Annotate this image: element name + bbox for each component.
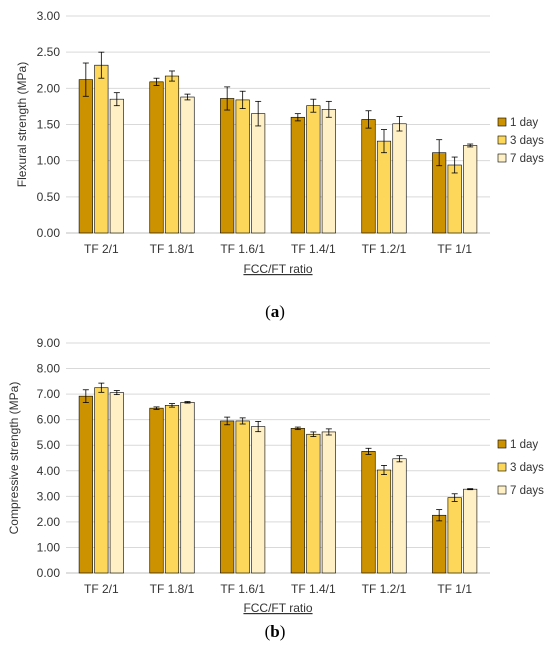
chart-compressive-strength: 0.00 1.00 2.00 3.00 4.00 5.00 6.00 7.00 8.00 9.00… <box>7 336 544 641</box>
legend: 1 day 3 days 7 days <box>497 439 544 497</box>
bar <box>164 75 180 234</box>
bar <box>149 81 164 234</box>
bar <box>463 145 478 234</box>
bar <box>321 431 336 574</box>
legend-swatch <box>497 485 507 495</box>
legend-swatch <box>497 153 507 163</box>
bar <box>392 458 407 574</box>
y-tick-label: 2.50 <box>37 45 61 59</box>
x-tick-label: TF 1.6/1 <box>220 242 265 256</box>
bar <box>94 387 109 574</box>
bar <box>321 109 336 234</box>
legend-swatch <box>497 117 507 127</box>
bar <box>306 105 321 234</box>
bar <box>290 116 305 234</box>
x-axis-title: FCC/FT ratio <box>243 601 312 615</box>
x-tick-label: TF 2/1 <box>84 582 119 596</box>
panel-label: (a) <box>265 302 285 321</box>
legend: 1 day 3 days 7 days <box>497 117 544 165</box>
legend-label: 7 days <box>510 153 544 165</box>
x-tick-label: TF 1/1 <box>437 242 472 256</box>
y-tick-label: 0.50 <box>37 190 61 204</box>
bar <box>109 98 124 234</box>
x-axis-title: FCC/FT ratio <box>243 262 312 276</box>
bar <box>94 64 109 234</box>
x-tick-label: TF 1.4/1 <box>291 582 336 596</box>
x-tick-label: TF 1.2/1 <box>362 242 407 256</box>
bar <box>235 99 250 234</box>
bar <box>290 428 305 574</box>
bar <box>180 401 195 574</box>
bar <box>376 140 392 234</box>
bar <box>432 514 447 574</box>
y-tick-label: 1.00 <box>37 154 61 168</box>
y-tick-label: 1.50 <box>37 118 61 132</box>
bar <box>220 420 235 574</box>
bar <box>164 405 180 574</box>
x-tick-label: TF 2/1 <box>84 242 119 256</box>
x-tick-label: TF 1.6/1 <box>220 582 265 596</box>
legend-label: 3 days <box>510 135 544 147</box>
bar <box>463 488 478 574</box>
x-tick-label: TF 1.8/1 <box>150 582 195 596</box>
legend-label: 1 day <box>510 439 538 451</box>
bar <box>109 392 124 574</box>
x-tick-label: TF 1/1 <box>437 582 472 596</box>
y-axis-title: Compressive strength (MPa) <box>7 382 21 535</box>
bar <box>78 395 93 574</box>
y-tick-label: 7.00 <box>37 387 61 401</box>
bar <box>220 98 235 234</box>
y-tick-label: 4.00 <box>37 464 61 478</box>
y-tick-label: 3.00 <box>37 489 61 503</box>
bar <box>78 79 93 234</box>
panel-label: (b) <box>265 622 286 641</box>
legend-swatch <box>497 439 507 449</box>
bar <box>361 119 376 234</box>
y-tick-label: 2.00 <box>37 81 61 95</box>
y-tick-label: 2.00 <box>37 515 61 529</box>
bar <box>235 420 250 574</box>
x-tick-label: TF 1.4/1 <box>291 242 336 256</box>
bar <box>251 426 266 574</box>
y-tick-label: 9.00 <box>37 336 61 350</box>
y-tick-label: 8.00 <box>37 362 61 376</box>
bar <box>361 451 376 574</box>
y-tick-label: 0.00 <box>37 566 61 580</box>
bar <box>149 407 164 574</box>
y-tick-label: 6.00 <box>37 413 61 427</box>
bar <box>251 113 266 234</box>
y-tick-label: 5.00 <box>37 438 61 452</box>
x-tick-label: TF 1.2/1 <box>362 582 407 596</box>
bar <box>180 96 195 234</box>
legend-label: 1 day <box>510 117 538 129</box>
y-tick-label: 3.00 <box>37 9 61 23</box>
bar <box>447 497 462 574</box>
x-tick-label: TF 1.8/1 <box>150 242 195 256</box>
y-axis-title: Flexural strength (MPa) <box>15 62 29 187</box>
bar <box>392 123 407 234</box>
bar <box>447 164 462 234</box>
y-tick-label: 0.00 <box>37 226 61 240</box>
chart-flexural-strength: 0.00 0.50 1.00 1.50 2.00 2.50 3.00 TF 2/1 TF 1.8… <box>15 9 544 321</box>
bar <box>376 469 392 574</box>
legend-swatch <box>497 462 507 472</box>
y-tick-label: 1.00 <box>37 540 61 554</box>
legend-label: 7 days <box>510 485 544 497</box>
bar <box>306 433 321 574</box>
legend-swatch <box>497 135 507 145</box>
legend-label: 3 days <box>510 462 544 474</box>
